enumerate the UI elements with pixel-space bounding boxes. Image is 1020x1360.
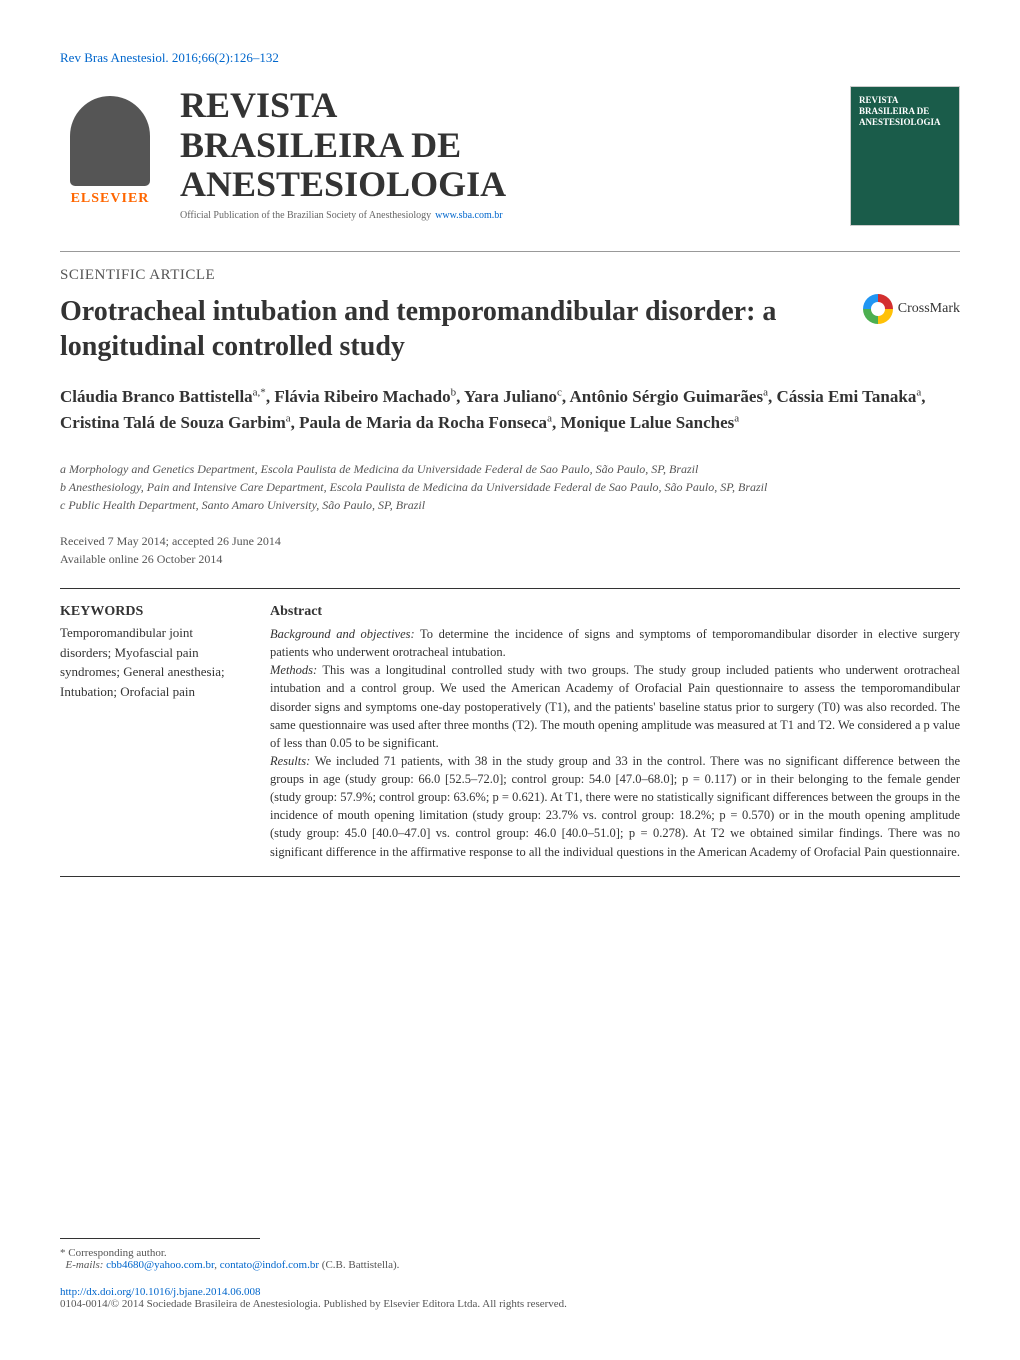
emails-label: E-mails: <box>66 1259 104 1271</box>
article-type: SCIENTIFIC ARTICLE <box>60 267 960 284</box>
journal-header: ELSEVIER REVISTA BRASILEIRA DE ANESTESIO… <box>60 86 960 226</box>
abstract-text: Background and objectives: To determine … <box>270 625 960 861</box>
results-label: Results: <box>270 754 310 768</box>
divider <box>60 251 960 252</box>
keywords-heading: KEYWORDS <box>60 604 240 620</box>
journal-title-line1: REVISTA <box>180 85 337 125</box>
dates: Received 7 May 2014; accepted 26 June 20… <box>60 532 960 568</box>
citation: Rev Bras Anestesiol. 2016;66(2):126–132 <box>60 50 960 66</box>
journal-title: REVISTA BRASILEIRA DE ANESTESIOLOGIA <box>180 86 830 205</box>
journal-cover-thumbnail: REVISTA BRASILEIRA DE ANESTESIOLOGIA <box>850 86 960 226</box>
email-link-1[interactable]: cbb4680@yahoo.com.br <box>106 1259 214 1271</box>
results-text: We included 71 patients, with 38 in the … <box>270 754 960 859</box>
abstract-column: Abstract Background and objectives: To d… <box>270 604 960 861</box>
journal-url[interactable]: www.sba.com.br <box>435 210 502 221</box>
copyright: 0104-0014/© 2014 Sociedade Brasileira de… <box>60 1298 567 1310</box>
journal-subtitle: Official Publication of the Brazilian So… <box>180 210 431 221</box>
journal-title-line3: ANESTESIOLOGIA <box>180 164 506 204</box>
methods-text: This was a longitudinal controlled study… <box>270 663 960 750</box>
footer-divider <box>60 1238 260 1239</box>
doi-block: http://dx.doi.org/10.1016/j.bjane.2014.0… <box>60 1286 960 1310</box>
authors: Cláudia Branco Battistellaa,*, Flávia Ri… <box>60 384 960 435</box>
cover-title: REVISTA BRASILEIRA DE ANESTESIOLOGIA <box>859 95 951 127</box>
methods-label: Methods: <box>270 663 317 677</box>
corresponding-author: * Corresponding author. E-mails: cbb4680… <box>60 1247 960 1271</box>
online-date: Available online 26 October 2014 <box>60 550 960 568</box>
affiliation-b: b Anesthesiology, Pain and Intensive Car… <box>60 478 960 496</box>
crossmark-icon <box>863 294 893 324</box>
abstract-heading: Abstract <box>270 604 960 620</box>
received-date: Received 7 May 2014; accepted 26 June 20… <box>60 532 960 550</box>
email-name: (C.B. Battistella). <box>319 1259 399 1271</box>
affiliation-c: c Public Health Department, Santo Amaro … <box>60 496 960 514</box>
affiliation-a: a Morphology and Genetics Department, Es… <box>60 460 960 478</box>
elsevier-logo: ELSEVIER <box>60 86 160 216</box>
elsevier-tree-icon <box>70 96 150 186</box>
email-link-2[interactable]: contato@indof.com.br <box>220 1259 319 1271</box>
keywords-column: KEYWORDS Temporomandibular joint disorde… <box>60 604 240 861</box>
article-title: Orotracheal intubation and temporomandib… <box>60 294 843 364</box>
footer: * Corresponding author. E-mails: cbb4680… <box>60 1238 960 1310</box>
background-label: Background and objectives: <box>270 627 415 641</box>
journal-title-line2: BRASILEIRA DE <box>180 125 461 165</box>
abstract-box: KEYWORDS Temporomandibular joint disorde… <box>60 588 960 877</box>
title-row: Orotracheal intubation and temporomandib… <box>60 294 960 384</box>
journal-title-block: REVISTA BRASILEIRA DE ANESTESIOLOGIA Off… <box>180 86 830 223</box>
crossmark-label: CrossMark <box>898 301 960 317</box>
elsevier-text: ELSEVIER <box>71 191 150 207</box>
crossmark-badge[interactable]: CrossMark <box>863 294 960 324</box>
corresponding-label: Corresponding author. <box>68 1247 166 1259</box>
keywords-list: Temporomandibular joint disorders; Myofa… <box>60 623 240 701</box>
affiliations: a Morphology and Genetics Department, Es… <box>60 460 960 514</box>
doi-link[interactable]: http://dx.doi.org/10.1016/j.bjane.2014.0… <box>60 1286 261 1298</box>
